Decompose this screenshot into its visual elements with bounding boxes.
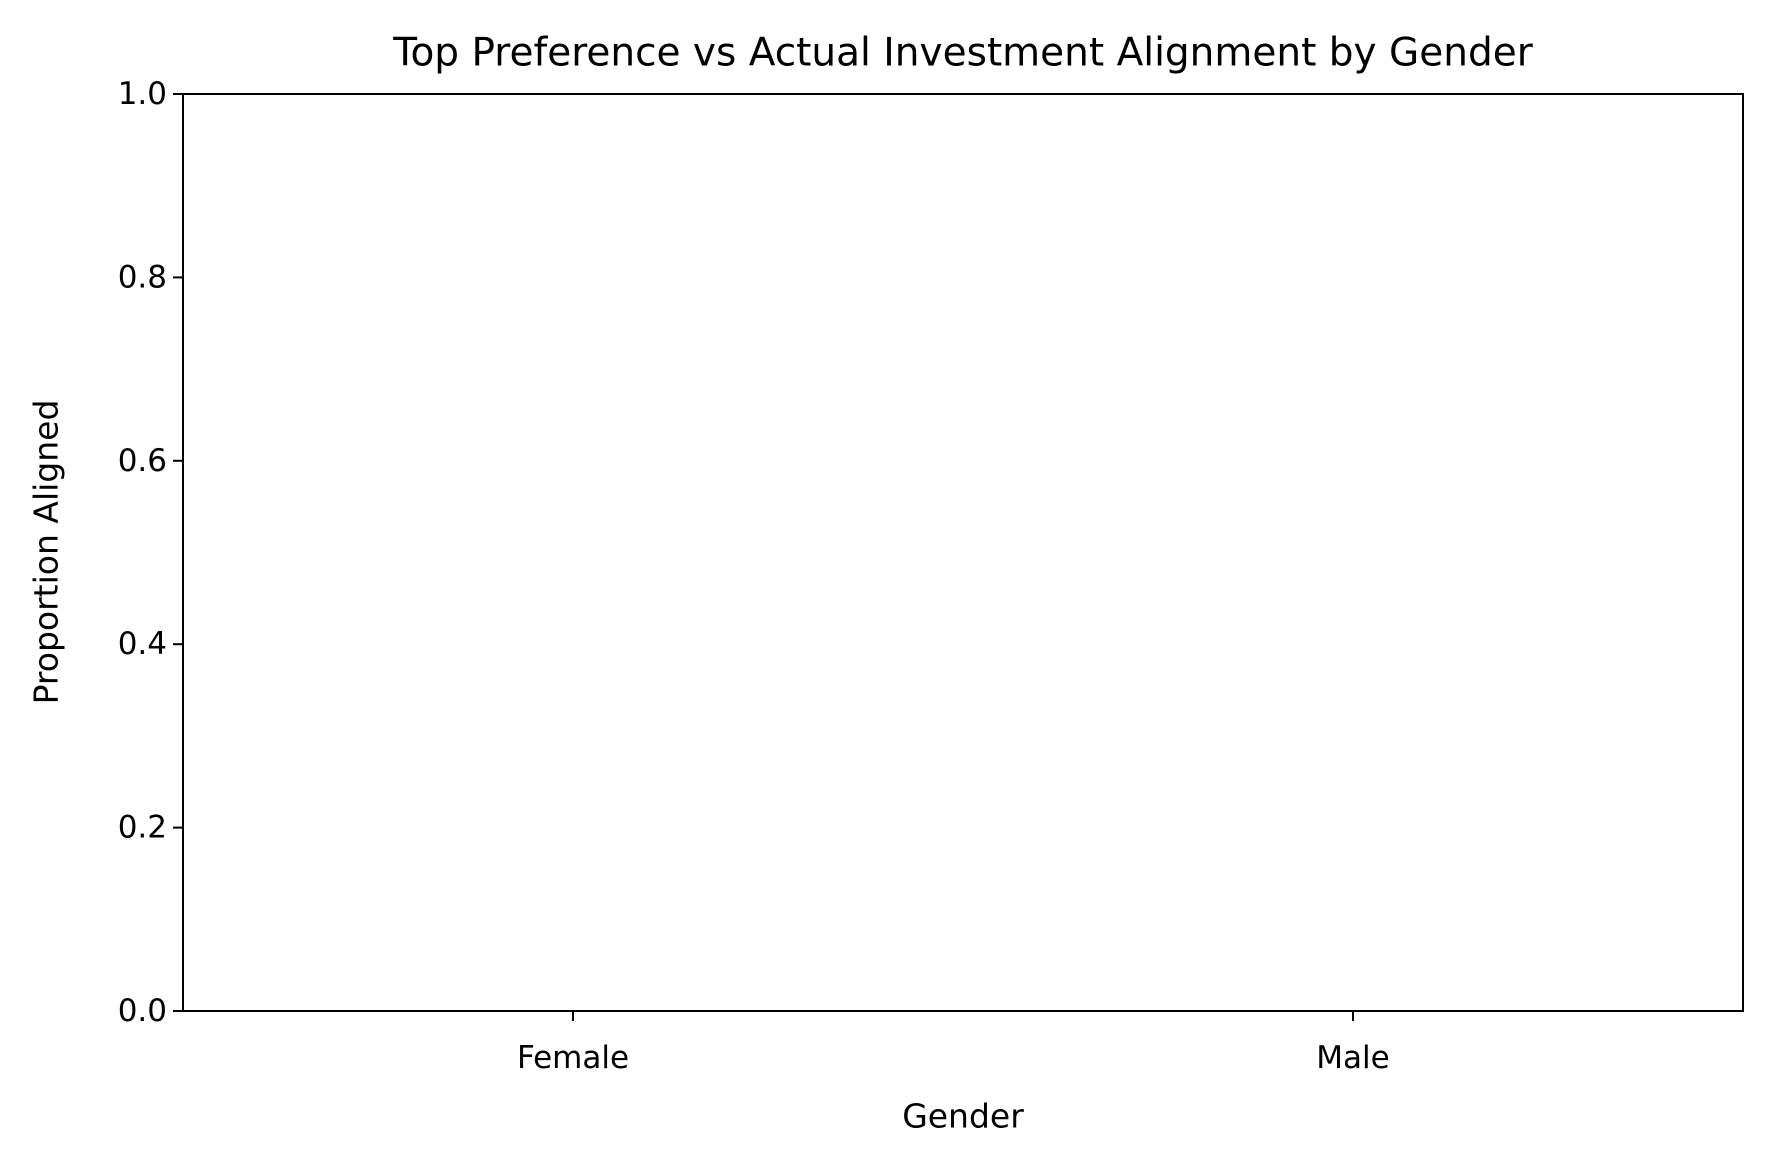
y-axis: 0.0 0.2 0.4 0.6 0.8 1.0 xyxy=(118,76,183,1029)
axes-frame xyxy=(182,93,1744,1012)
chart-title: Top Preference vs Actual Investment Alig… xyxy=(392,31,1533,76)
x-axis: Female Male xyxy=(517,1011,1390,1076)
y-tick-label: 0.6 xyxy=(118,443,167,479)
y-axis-label: Proportion Aligned xyxy=(27,400,66,705)
x-axis-label: Gender xyxy=(902,1097,1024,1136)
x-tick-label: Female xyxy=(517,1040,629,1076)
x-tick-label: Male xyxy=(1316,1040,1389,1076)
y-tick-label: 0.2 xyxy=(118,810,167,846)
y-tick-label: 0.0 xyxy=(118,993,167,1029)
y-tick-label: 1.0 xyxy=(118,76,167,112)
y-tick-label: 0.4 xyxy=(118,626,167,662)
y-tick-label: 0.8 xyxy=(118,259,167,295)
